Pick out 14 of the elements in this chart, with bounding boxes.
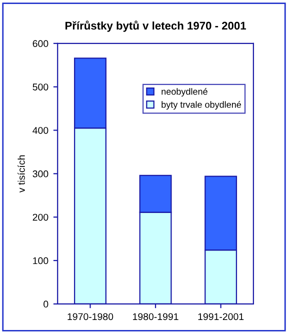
y-axis-title: v tisících bbox=[18, 155, 25, 193]
x-tick-label: 1970-1980 bbox=[68, 313, 114, 320]
chart-title: Přírůstky bytů v letech 1970 - 2001 bbox=[65, 20, 246, 32]
x-tick-label: 1991-2001 bbox=[198, 313, 244, 320]
y-tick-label: 300 bbox=[32, 170, 48, 178]
x-tick-label: 1980-1991 bbox=[133, 313, 178, 320]
y-tick-label: 600 bbox=[32, 40, 48, 48]
legend-label: byty trvale obydlené bbox=[162, 101, 242, 110]
legend-label: neobydlené bbox=[162, 88, 208, 97]
y-tick-label: 100 bbox=[33, 257, 48, 264]
y-tick-label: 0 bbox=[44, 300, 48, 308]
y-tick-label: 200 bbox=[32, 214, 48, 221]
y-tick-label: 500 bbox=[32, 84, 48, 90]
y-tick-label: 400 bbox=[32, 126, 48, 134]
